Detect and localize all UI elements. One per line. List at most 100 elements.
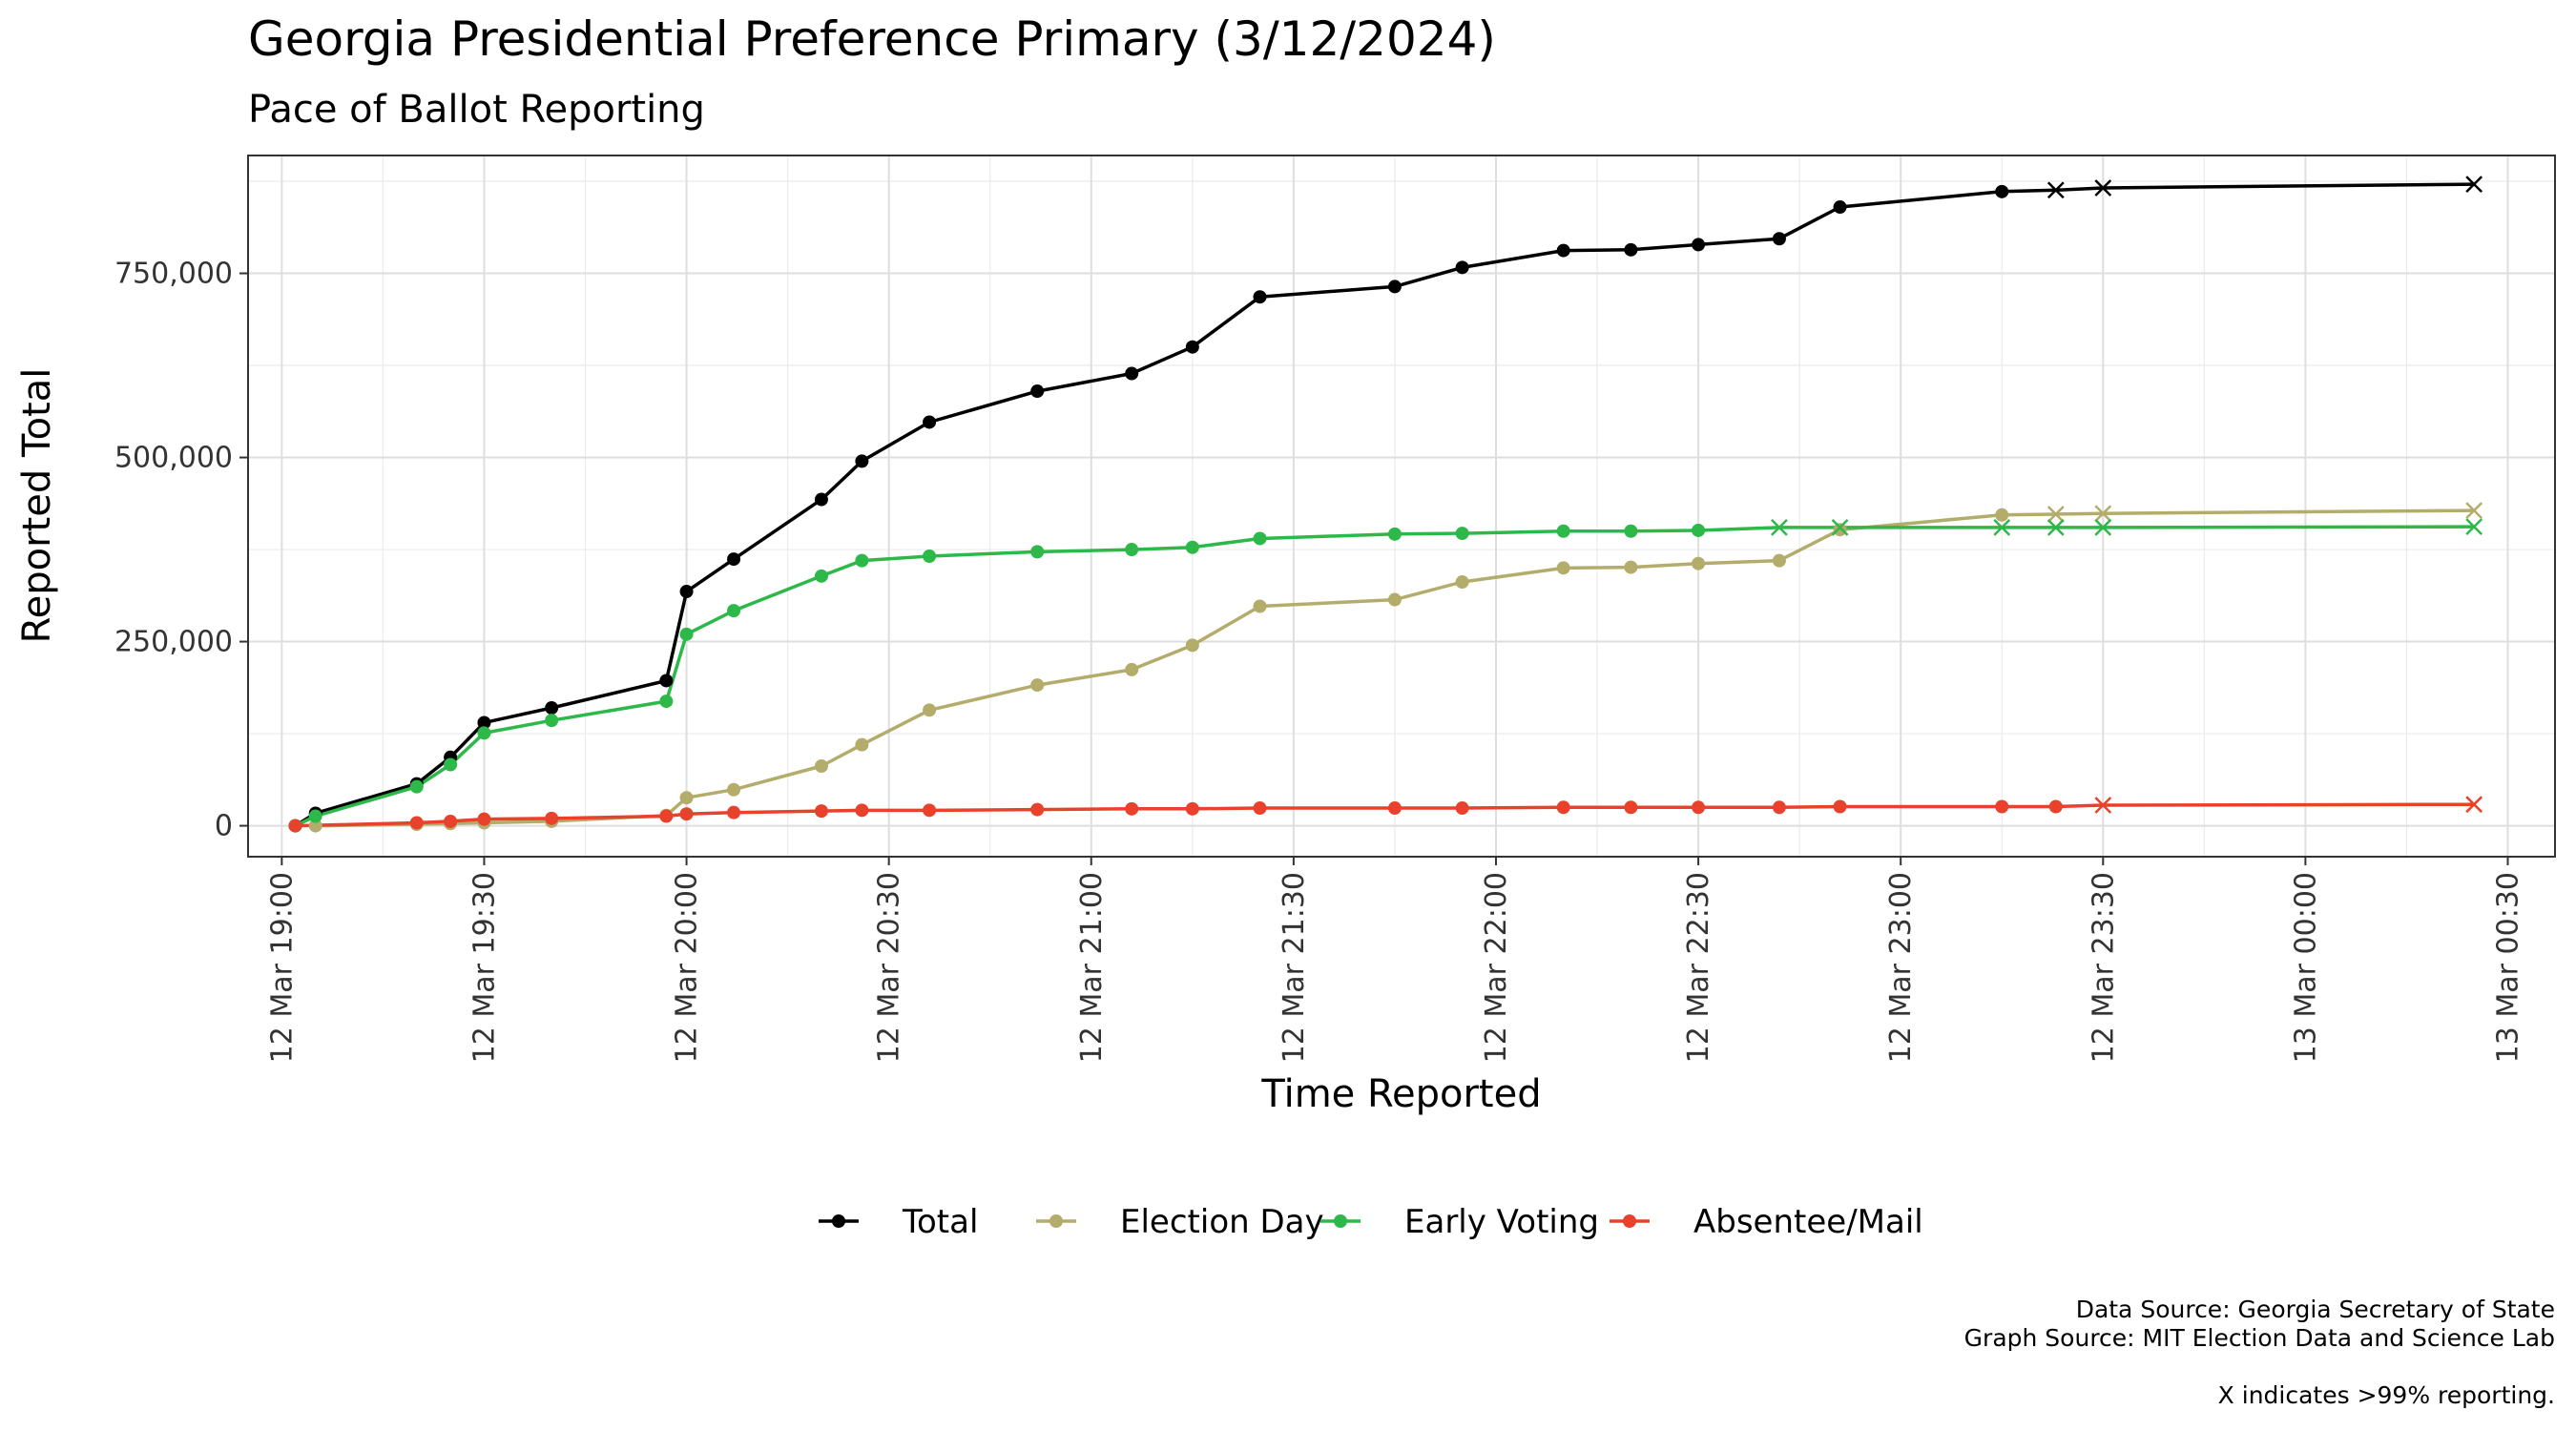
data-point: [1030, 545, 1045, 559]
x-tick-label: 12 Mar 23:30: [2087, 872, 2120, 1063]
data-point: [1185, 638, 1199, 653]
data-point: [727, 604, 741, 618]
data-point: [659, 809, 674, 823]
x-marker: [1993, 519, 2011, 536]
data-point: [1772, 232, 1786, 246]
data-point: [923, 550, 937, 563]
data-point: [1125, 801, 1139, 816]
x-tick-label: 12 Mar 19:30: [467, 872, 501, 1063]
data-point: [727, 552, 741, 567]
data-point: [1125, 366, 1139, 381]
data-point: [1387, 527, 1402, 541]
data-source-caption: Data Source: Georgia Secretary of State: [2076, 1296, 2555, 1323]
data-point: [308, 809, 322, 823]
data-point: [1624, 560, 1638, 574]
x-marker: [1831, 519, 1849, 536]
series-line: [294, 525, 2475, 828]
data-point: [1556, 800, 1570, 815]
data-point: [545, 714, 559, 728]
data-point: [855, 737, 869, 752]
data-point: [727, 782, 741, 797]
data-point: [814, 569, 828, 583]
data-point: [1624, 242, 1638, 257]
data-point: [923, 803, 937, 818]
data-point: [814, 492, 828, 507]
legend-label: Early Voting: [1404, 1203, 1599, 1241]
data-point: [923, 415, 937, 429]
y-axis: 0 250,000 500,000 750,000: [114, 258, 248, 843]
y-tick-label: 500,000: [114, 442, 233, 475]
data-point: [1772, 553, 1786, 568]
graph-source-caption: Graph Source: MIT Election Data and Scie…: [1964, 1324, 2555, 1352]
x-axis: 12 Mar 19:00 12 Mar 19:30 12 Mar 20:00 12 M…: [265, 857, 2525, 1063]
x-tick-label: 13 Mar 00:00: [2289, 872, 2322, 1063]
chart-title: Georgia Presidential Preference Primary …: [248, 11, 1496, 67]
data-point: [1253, 599, 1267, 613]
x-marker: [2465, 176, 2483, 193]
legend-label: Absentee/Mail: [1693, 1203, 1923, 1241]
data-point: [1455, 575, 1469, 590]
data-point: [855, 553, 869, 568]
data-point: [1995, 184, 2009, 198]
data-point: [1556, 243, 1570, 258]
data-point: [545, 701, 559, 716]
data-point: [1624, 524, 1638, 538]
data-point: [679, 791, 694, 805]
data-point: [1185, 801, 1199, 816]
x-marker: [2465, 796, 2483, 814]
series-line: [315, 508, 2475, 828]
x-marker: [2094, 179, 2112, 197]
data-point: [477, 812, 491, 826]
x-marker: [2046, 181, 2065, 199]
x-tick-label: 12 Mar 21:00: [1075, 872, 1109, 1063]
data-point: [923, 703, 937, 717]
x-tick-label: 12 Mar 22:30: [1682, 872, 1715, 1063]
x-marker: [2046, 506, 2065, 523]
legend-key-point: [1049, 1214, 1063, 1228]
x-tick-label: 12 Mar 20:00: [671, 872, 704, 1063]
data-point: [1455, 801, 1469, 816]
data-point: [444, 757, 458, 772]
y-axis-title: Reported Total: [15, 368, 59, 644]
data-point: [1833, 523, 1847, 537]
data-point: [1455, 527, 1469, 541]
series-line: [295, 802, 2475, 828]
data-point: [814, 759, 828, 774]
data-point: [409, 779, 424, 794]
data-point: [855, 454, 869, 468]
x-tick-label: 12 Mar 20:30: [873, 872, 906, 1063]
legend-key-point: [1623, 1214, 1636, 1228]
data-point: [1692, 523, 1706, 537]
x-tick-label: 12 Mar 23:00: [1884, 872, 1918, 1063]
legend-label: Election Day: [1120, 1203, 1324, 1241]
data-point: [679, 585, 694, 599]
data-point: [1995, 508, 2009, 522]
data-point: [288, 819, 302, 833]
data-point: [1185, 340, 1199, 354]
data-point: [1185, 540, 1199, 554]
data-point: [1692, 238, 1706, 252]
data-point: [659, 695, 674, 709]
data-point: [1125, 662, 1139, 676]
x-axis-title: Time Reported: [1260, 1072, 1541, 1116]
data-point: [679, 807, 694, 821]
x-marker: [2094, 505, 2112, 523]
y-tick-label: 750,000: [114, 258, 233, 291]
legend-key-point: [832, 1214, 845, 1228]
y-tick-label: 0: [215, 810, 233, 843]
gridlines: [248, 156, 2555, 857]
x-tick-label: 13 Mar 00:30: [2492, 872, 2525, 1063]
data-point: [1253, 290, 1267, 304]
series-line: [294, 182, 2475, 828]
y-tick-label: 250,000: [114, 626, 233, 659]
legend-label: Total: [902, 1203, 978, 1241]
data-point: [1387, 592, 1402, 607]
x-tick-label: 12 Mar 21:30: [1278, 872, 1311, 1063]
x-tick-label: 12 Mar 19:00: [265, 872, 299, 1063]
data-point: [855, 803, 869, 818]
data-point: [1692, 556, 1706, 570]
data-point: [1772, 800, 1786, 815]
data-point: [1030, 678, 1045, 693]
data-point: [444, 814, 458, 828]
